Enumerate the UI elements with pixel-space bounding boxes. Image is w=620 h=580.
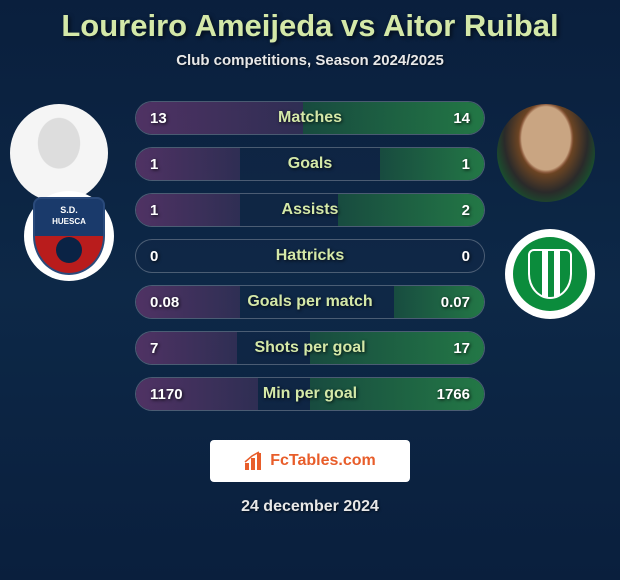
betis-stripes-icon — [528, 249, 572, 299]
stat-label: Goals — [136, 148, 484, 180]
club-logo-left — [24, 191, 114, 281]
stat-row: 0.08Goals per match0.07 — [135, 285, 485, 319]
stat-value-right: 1 — [462, 148, 470, 180]
stat-value-right: 2 — [462, 194, 470, 226]
stat-label: Goals per match — [136, 286, 484, 318]
stat-value-right: 0 — [462, 240, 470, 272]
huesca-shield-icon — [33, 197, 105, 275]
stat-row: 0Hattricks0 — [135, 239, 485, 273]
player-right-photo — [497, 104, 595, 202]
comparison-title: Loureiro Ameijeda vs Aitor Ruibal — [0, 0, 620, 44]
stat-row: 1170Min per goal1766 — [135, 377, 485, 411]
stat-value-right: 17 — [453, 332, 470, 364]
stat-row: 1Assists2 — [135, 193, 485, 227]
brand-box[interactable]: FcTables.com — [210, 440, 410, 482]
chart-icon — [244, 451, 264, 471]
brand-label: FcTables.com — [270, 452, 376, 470]
stat-label: Assists — [136, 194, 484, 226]
stat-label: Shots per goal — [136, 332, 484, 364]
betis-logo-icon — [513, 237, 587, 311]
stat-row: 1Goals1 — [135, 147, 485, 181]
ball-icon — [56, 237, 82, 263]
stat-label: Min per goal — [136, 378, 484, 410]
content-area: 13Matches141Goals11Assists20Hattricks00.… — [0, 101, 620, 431]
player-face — [497, 104, 595, 202]
stat-value-right: 14 — [453, 102, 470, 134]
stat-label: Hattricks — [136, 240, 484, 272]
club-logo-right — [505, 229, 595, 319]
silhouette-icon — [10, 104, 108, 202]
stat-value-right: 1766 — [437, 378, 470, 410]
date-label: 24 december 2024 — [0, 498, 620, 516]
comparison-subtitle: Club competitions, Season 2024/2025 — [0, 52, 620, 69]
stat-row: 13Matches14 — [135, 101, 485, 135]
stat-row: 7Shots per goal17 — [135, 331, 485, 365]
player-left-photo — [10, 104, 108, 202]
stat-value-right: 0.07 — [441, 286, 470, 318]
stats-list: 13Matches141Goals11Assists20Hattricks00.… — [135, 101, 485, 423]
stat-label: Matches — [136, 102, 484, 134]
